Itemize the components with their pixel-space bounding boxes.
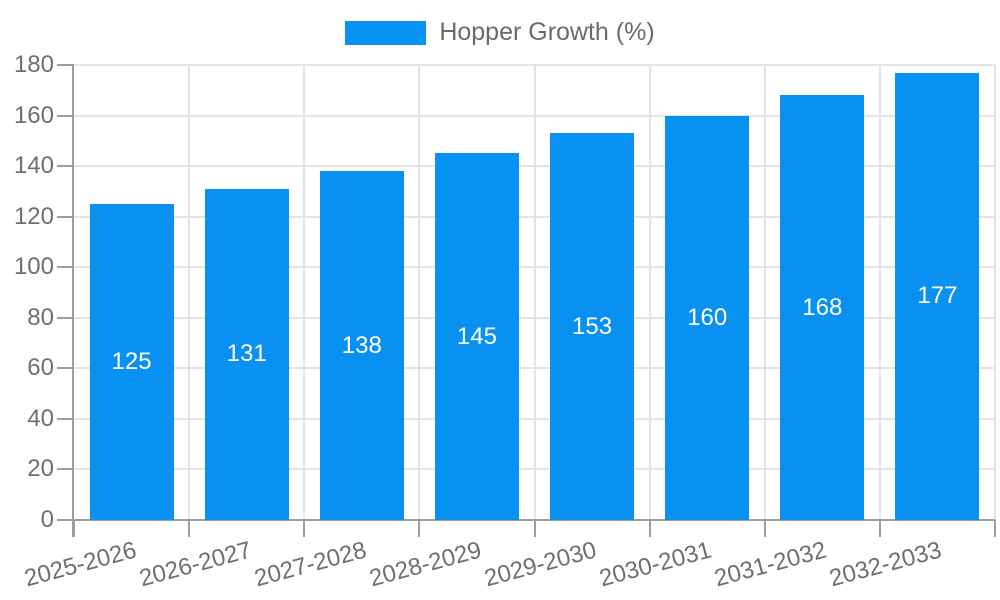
x-gridline (533, 65, 536, 520)
x-tick-mark (994, 520, 996, 537)
bar: 138 (319, 171, 404, 520)
bar-value-label: 177 (917, 282, 958, 310)
y-tick-mark (57, 114, 74, 117)
x-tick-mark (533, 520, 536, 537)
chart-legend: Hopper Growth (%) (0, 18, 1000, 47)
bar: 145 (434, 153, 519, 520)
x-gridline (763, 65, 766, 520)
bar: 177 (895, 72, 980, 520)
legend-swatch (345, 20, 427, 45)
legend-label: Hopper Growth (%) (439, 18, 655, 46)
x-tick-mark (648, 520, 651, 537)
bar: 153 (550, 133, 635, 520)
y-axis-tick-label: 120 (13, 202, 54, 230)
y-tick-mark (57, 468, 74, 471)
y-axis-line (72, 65, 74, 537)
x-tick-mark (73, 520, 75, 537)
y-axis-tick-label: 60 (27, 354, 54, 382)
x-tick-mark (303, 520, 306, 537)
bar: 125 (89, 204, 174, 520)
x-tick-mark (188, 520, 191, 537)
bar: 160 (665, 115, 750, 520)
x-axis-line (74, 519, 995, 521)
x-gridline (418, 65, 421, 520)
x-gridline (188, 65, 191, 520)
y-tick-mark (57, 367, 74, 370)
y-tick-mark (57, 64, 74, 66)
x-gridline (303, 65, 306, 520)
bar-value-label: 168 (802, 293, 843, 321)
y-axis-tick-label: 80 (27, 303, 54, 331)
x-gridline (994, 65, 996, 520)
y-tick-mark (57, 417, 74, 420)
bar-value-label: 131 (226, 340, 267, 368)
bar-value-label: 160 (687, 303, 728, 331)
bar-value-label: 125 (111, 348, 152, 375)
bar-value-label: 138 (341, 331, 382, 359)
y-tick-mark (57, 316, 74, 319)
y-tick-mark (57, 266, 74, 269)
bar: 131 (204, 188, 289, 520)
bar-value-label: 145 (456, 322, 497, 350)
y-axis-tick-label: 180 (13, 51, 54, 78)
y-axis-tick-label: 160 (13, 101, 54, 129)
y-tick-mark (57, 165, 74, 168)
x-gridline (648, 65, 651, 520)
y-axis-tick-label: 20 (27, 455, 54, 483)
y-axis-tick-label: 40 (27, 404, 54, 432)
x-tick-mark (878, 520, 881, 537)
x-tick-mark (418, 520, 421, 537)
bar: 168 (780, 95, 865, 520)
x-tick-mark (763, 520, 766, 537)
y-axis-tick-label: 100 (13, 253, 54, 281)
bar-value-label: 153 (572, 312, 613, 340)
y-tick-mark (57, 215, 74, 218)
x-gridline (878, 65, 881, 520)
y-axis-tick-label: 0 (40, 506, 54, 533)
y-axis-tick-label: 140 (13, 152, 54, 180)
y-tick-mark (57, 519, 74, 521)
